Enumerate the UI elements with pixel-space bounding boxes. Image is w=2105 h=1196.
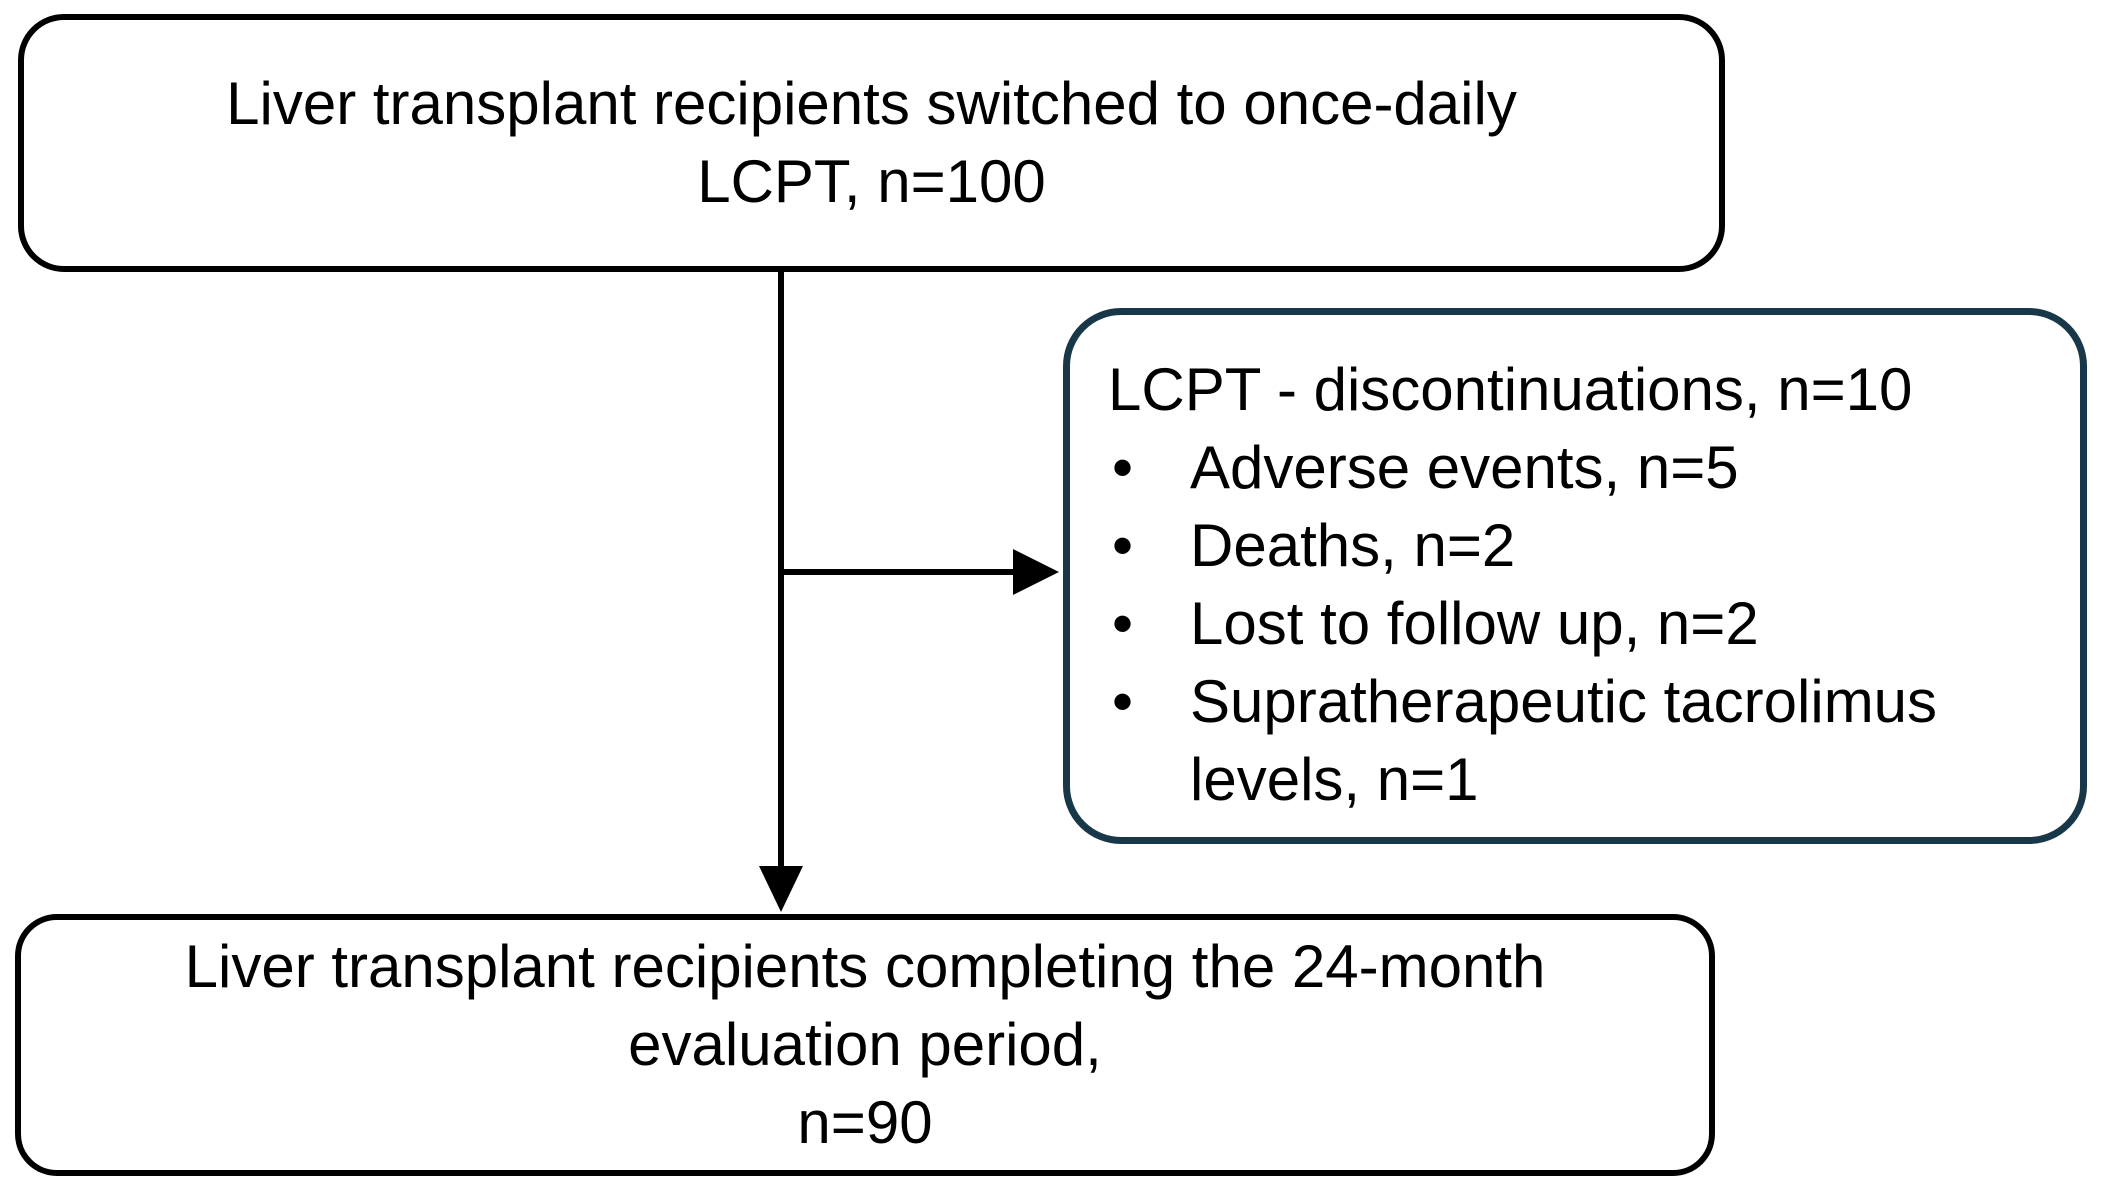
bottom-box-line1: Liver transplant recipients completing t… <box>184 933 1546 1000</box>
list-item-text: Lost to follow up, n=2 <box>1190 590 1759 657</box>
discontinuation-list: • Adverse events, n=5 • Deaths, n=2 • Lo… <box>1104 429 2052 819</box>
bottom-box-line3: n=90 <box>797 1089 933 1156</box>
list-item: • Deaths, n=2 <box>1104 507 2052 585</box>
top-box-line1: Liver transplant recipients switched to … <box>226 70 1517 137</box>
down-arrowhead-icon <box>759 866 803 912</box>
bottom-box-line2: evaluation period, <box>628 1011 1102 1078</box>
list-item: • Lost to follow up, n=2 <box>1104 585 2052 663</box>
list-item: • Supratherapeutic tacrolimus levels, n=… <box>1104 663 2052 819</box>
bullet-icon: • <box>1112 434 1134 501</box>
right-arrowhead-icon <box>1013 549 1059 595</box>
horizontal-connector-line <box>781 569 1019 575</box>
bullet-icon: • <box>1112 668 1134 735</box>
list-item: • Adverse events, n=5 <box>1104 429 2052 507</box>
side-box-discontinuations: LCPT - discontinuations, n=10 • Adverse … <box>1063 308 2087 844</box>
side-box-title: LCPT - discontinuations, n=10 <box>1108 356 1913 423</box>
list-item-text: Supratherapeutic tacrolimus levels, n=1 <box>1190 668 1938 813</box>
list-item-text: Adverse events, n=5 <box>1190 434 1739 501</box>
list-item-text: Deaths, n=2 <box>1190 512 1516 579</box>
top-box-switched-to-lcpt: Liver transplant recipients switched to … <box>18 14 1725 272</box>
bullet-icon: • <box>1112 512 1134 579</box>
bullet-icon: • <box>1112 590 1134 657</box>
bottom-box-completed-evaluation: Liver transplant recipients completing t… <box>15 914 1715 1176</box>
top-box-line2: LCPT, n=100 <box>697 148 1046 215</box>
